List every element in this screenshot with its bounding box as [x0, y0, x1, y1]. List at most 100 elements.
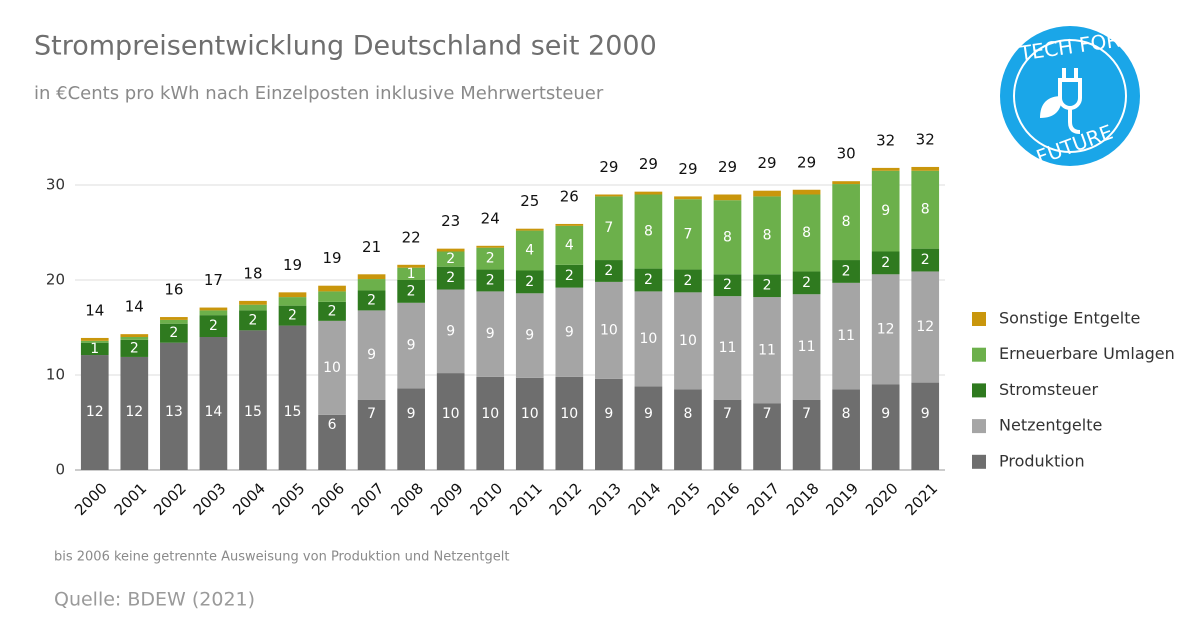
data-label: 8 — [802, 225, 811, 241]
data-label: 9 — [367, 347, 376, 363]
data-label: 8 — [842, 406, 851, 422]
data-label: 7 — [802, 406, 811, 422]
bar-segment — [278, 325, 307, 470]
data-label: 10 — [600, 322, 618, 338]
legend-swatch — [972, 419, 986, 434]
data-label: 2 — [525, 274, 534, 290]
total-label: 16 — [164, 281, 183, 299]
data-label: 13 — [165, 404, 183, 420]
legend-swatch — [972, 454, 986, 469]
bar-segment — [674, 292, 702, 390]
x-tick-label: 2005 — [269, 479, 309, 519]
x-tick-label: 2019 — [822, 479, 862, 519]
bar-segment — [792, 189, 821, 195]
chart-subtitle: in €Cents pro kWh nach Einzelposten inkl… — [34, 83, 604, 104]
bar-segment — [515, 377, 544, 470]
data-label: 11 — [758, 342, 776, 358]
y-tick-label: 30 — [46, 176, 65, 194]
bar-segment — [476, 247, 505, 270]
total-label: 19 — [322, 249, 341, 267]
data-label: 10 — [560, 406, 578, 422]
data-label: 2 — [842, 263, 851, 279]
data-label: 9 — [407, 406, 416, 422]
bar-segment — [436, 266, 465, 290]
x-tick-label: 2016 — [704, 479, 744, 519]
legend-label: Sonstige Entgelte — [999, 309, 1140, 328]
bar-segment — [832, 181, 860, 185]
bar-segment — [792, 194, 821, 272]
total-label: 14 — [125, 298, 144, 316]
bar-segment — [397, 302, 425, 389]
bar-segment — [832, 389, 860, 470]
data-label: 2 — [130, 340, 139, 356]
data-label: 10 — [481, 406, 499, 422]
data-label: 12 — [125, 404, 143, 420]
bar-segment — [239, 300, 267, 305]
total-label: 14 — [85, 301, 104, 319]
x-tick-label: 2018 — [783, 479, 823, 519]
bar-segment — [476, 376, 505, 470]
bar-segment — [80, 337, 109, 341]
bar-segment — [871, 167, 900, 171]
data-label: 8 — [723, 229, 732, 245]
data-label: 4 — [565, 237, 574, 253]
bar-segment — [674, 389, 702, 470]
data-label: 9 — [644, 406, 653, 422]
bar-segment — [674, 199, 702, 270]
data-label: 11 — [719, 340, 737, 356]
bar-segment — [595, 260, 623, 282]
data-label: 8 — [644, 224, 653, 240]
data-label: 12 — [877, 321, 895, 337]
bar-segment — [595, 196, 623, 261]
data-label: 6 — [328, 417, 337, 433]
x-tick-label: 2009 — [427, 479, 467, 519]
data-label: 1 — [90, 341, 99, 357]
data-label: 2 — [683, 273, 692, 289]
footnote: bis 2006 keine getrennte Ausweisung von … — [54, 550, 509, 565]
x-tick-label: 2015 — [664, 479, 704, 519]
x-tick-label: 2021 — [902, 479, 942, 519]
data-label: 2 — [367, 292, 376, 308]
total-label: 25 — [520, 192, 539, 210]
data-label: 9 — [604, 406, 613, 422]
bar-segment — [318, 414, 346, 470]
data-label: 11 — [798, 339, 816, 355]
bar-segment — [278, 305, 307, 326]
bar-segment — [792, 294, 821, 400]
data-label: 2 — [486, 272, 495, 288]
bar-segment — [595, 281, 623, 379]
total-label: 29 — [599, 158, 618, 176]
bar-segment — [318, 301, 346, 321]
bar-segment — [753, 403, 781, 470]
data-label: 9 — [881, 203, 890, 219]
bar-segment — [832, 184, 860, 261]
bar-segment — [792, 399, 821, 470]
y-tick-label: 0 — [55, 461, 65, 479]
data-label: 2 — [446, 251, 455, 267]
legend-label: Erneuerbare Umlagen — [999, 344, 1175, 363]
bar-segment — [634, 291, 663, 387]
data-label: 2 — [209, 318, 218, 334]
logo-circle — [1000, 26, 1140, 166]
chart-title: Strompreisentwicklung Deutschland seit 2… — [34, 31, 657, 62]
bar-segment — [911, 170, 940, 249]
bar-segment — [318, 285, 346, 292]
total-label: 30 — [837, 145, 856, 163]
bar-segment — [753, 196, 781, 275]
data-label: 9 — [407, 338, 416, 354]
data-label: 9 — [525, 328, 534, 344]
bar-segment — [476, 245, 505, 248]
legend-label: Produktion — [999, 451, 1085, 470]
data-label: 2 — [763, 278, 772, 294]
bar-segment — [160, 342, 188, 470]
x-tick-label: 2001 — [111, 479, 151, 519]
legend-swatch — [972, 312, 986, 326]
bar-segment — [357, 279, 386, 291]
data-label: 2 — [407, 283, 416, 299]
bar-segment — [515, 228, 544, 231]
bar-segment — [515, 270, 544, 294]
bar-segment — [160, 323, 188, 343]
data-label: 2 — [446, 270, 455, 286]
bar-segment — [634, 191, 663, 195]
bar-segment — [397, 264, 425, 268]
